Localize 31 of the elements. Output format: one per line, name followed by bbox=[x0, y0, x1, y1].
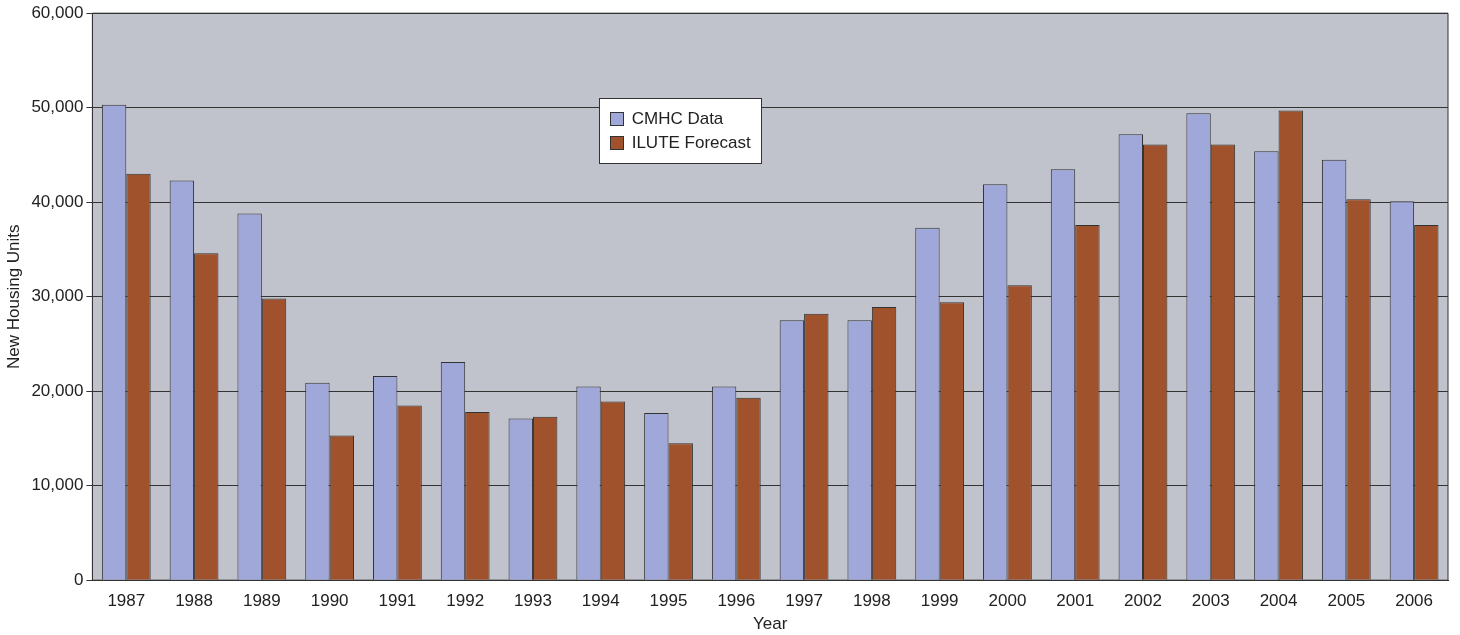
y-tick-label: 60,000 bbox=[31, 2, 84, 22]
x-tick-label: 1995 bbox=[649, 591, 688, 611]
x-tick-label: 1994 bbox=[581, 591, 620, 611]
x-tick-label: 1987 bbox=[107, 591, 146, 611]
y-tick-label: 0 bbox=[73, 569, 84, 589]
x-tick-label: 1996 bbox=[717, 591, 756, 611]
y-tick-label: 50,000 bbox=[31, 97, 84, 117]
x-tick-label: 2003 bbox=[1191, 591, 1230, 611]
x-tick-label: 2005 bbox=[1327, 591, 1366, 611]
x-tick-label: 1992 bbox=[446, 591, 485, 611]
x-tick-label: 2002 bbox=[1124, 591, 1162, 611]
y-tick-label: 20,000 bbox=[31, 380, 84, 400]
legend-label: CMHC Data bbox=[631, 109, 724, 130]
x-tick-label: 1998 bbox=[852, 591, 891, 611]
y-tick-label: 10,000 bbox=[31, 475, 84, 495]
x-tick-label: 2004 bbox=[1259, 591, 1298, 611]
y-tick-label: 40,000 bbox=[31, 191, 84, 211]
x-tick-label: 2000 bbox=[988, 591, 1027, 611]
x-tick-label: 2006 bbox=[1395, 591, 1434, 611]
x-tick-label: 1999 bbox=[920, 591, 959, 611]
x-tick-label: 1989 bbox=[242, 591, 281, 611]
y-axis-title: New Housing Units bbox=[3, 224, 23, 369]
x-axis-title: Year bbox=[753, 614, 788, 634]
x-tick-label: 1988 bbox=[175, 591, 213, 611]
x-tick-label: 1993 bbox=[514, 591, 552, 611]
legend-label: ILUTE Forecast bbox=[631, 133, 751, 154]
x-tick-label: 1990 bbox=[310, 591, 349, 611]
y-tick-label: 30,000 bbox=[31, 286, 84, 306]
x-tick-label: 2001 bbox=[1056, 591, 1095, 611]
x-tick-label: 1991 bbox=[378, 591, 417, 611]
x-tick-label: 1997 bbox=[785, 591, 823, 611]
